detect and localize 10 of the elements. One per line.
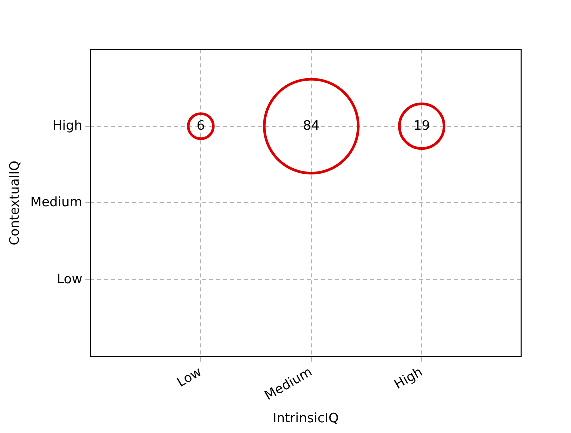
y-axis-title: ContextualIQ bbox=[8, 160, 24, 246]
x-axis-title: IntrinsicIQ bbox=[273, 412, 339, 427]
data-label: 6 bbox=[196, 118, 206, 134]
y-tick-label: Low bbox=[56, 272, 83, 288]
y-tick-label: High bbox=[52, 118, 83, 134]
y-tick-label: Medium bbox=[30, 196, 83, 211]
data-label: 84 bbox=[303, 118, 320, 134]
x-tick-label: Low bbox=[175, 364, 206, 391]
data-label: 19 bbox=[414, 118, 430, 134]
x-tick-label: High bbox=[392, 365, 426, 393]
